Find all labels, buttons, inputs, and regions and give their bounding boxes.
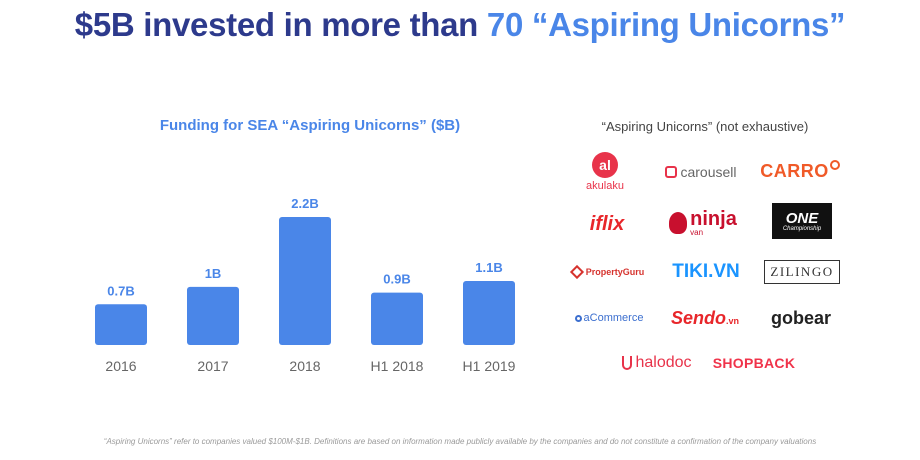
iflix-logo: iflix bbox=[589, 212, 625, 235]
bar-value-label: 2.2B bbox=[291, 196, 318, 211]
akulaku-mark: al bbox=[592, 152, 618, 178]
funding-bar-chart: 0.7B 2016 1B 2017 2.2B 2018 0.9B H1 2018 1.1B H1 … bbox=[95, 196, 516, 374]
halodoc-stethoscope-icon bbox=[622, 356, 633, 370]
gobear-logo: gobear bbox=[770, 307, 831, 328]
one-championship-logo: ONE Championship bbox=[772, 203, 832, 239]
x-tick-label: 2017 bbox=[197, 358, 228, 374]
bar-value-label: 1.1B bbox=[475, 260, 502, 275]
x-tick-label: 2016 bbox=[105, 358, 136, 374]
page-headline: $5B invested in more than 70 “Aspiring U… bbox=[0, 6, 920, 44]
akulaku-logo: al akulaku bbox=[574, 148, 636, 196]
akulaku-wordmark: akulaku bbox=[586, 180, 624, 192]
ninjavan-logo: ninja van bbox=[660, 206, 746, 240]
headline-prefix: $5B invested in more than bbox=[74, 6, 487, 43]
halodoc-logo: halodoc bbox=[612, 350, 702, 376]
footnote: “Aspiring Unicorns” refer to companies v… bbox=[103, 437, 817, 446]
bar-value-label: 0.9B bbox=[383, 272, 410, 287]
bar-value-label: 1B bbox=[205, 266, 222, 281]
carousell-icon bbox=[665, 166, 678, 178]
acommerce-logo: aCommerce bbox=[568, 308, 650, 328]
x-tick-label: 2018 bbox=[289, 358, 320, 374]
logos-title: “Aspiring Unicorns” (not exhaustive) bbox=[601, 119, 809, 134]
chart-title: Funding for SEA “Aspiring Unicorns” ($B) bbox=[159, 117, 461, 134]
carro-swoosh-icon bbox=[829, 160, 840, 170]
propertyguru-house-icon bbox=[569, 264, 584, 280]
shopback-logo: SHOPBACK bbox=[712, 355, 796, 371]
ninja-mascot-icon bbox=[669, 212, 688, 234]
x-tick-label: H1 2019 bbox=[463, 358, 516, 374]
bar-h1-2018 bbox=[371, 292, 423, 345]
bar-value-label: 0.7B bbox=[107, 283, 134, 298]
acommerce-dot-icon bbox=[574, 314, 582, 322]
propertyguru-logo: PropertyGuru bbox=[568, 261, 648, 283]
bar-2018 bbox=[279, 217, 331, 345]
x-tick-label: H1 2018 bbox=[371, 358, 424, 374]
bar-h1-2019 bbox=[463, 281, 515, 345]
bar-2017 bbox=[187, 286, 239, 345]
sendo-logo: Sendo .vn bbox=[670, 307, 740, 328]
bar-2016 bbox=[95, 304, 147, 345]
carro-logo: CARRO bbox=[756, 156, 844, 186]
headline-accent: 70 “Aspiring Unicorns” bbox=[486, 6, 846, 43]
tiki-logo: TIKI.VN bbox=[672, 261, 740, 282]
carousell-logo: carousell bbox=[656, 160, 746, 184]
zilingo-logo: ZILINGO bbox=[764, 260, 840, 284]
